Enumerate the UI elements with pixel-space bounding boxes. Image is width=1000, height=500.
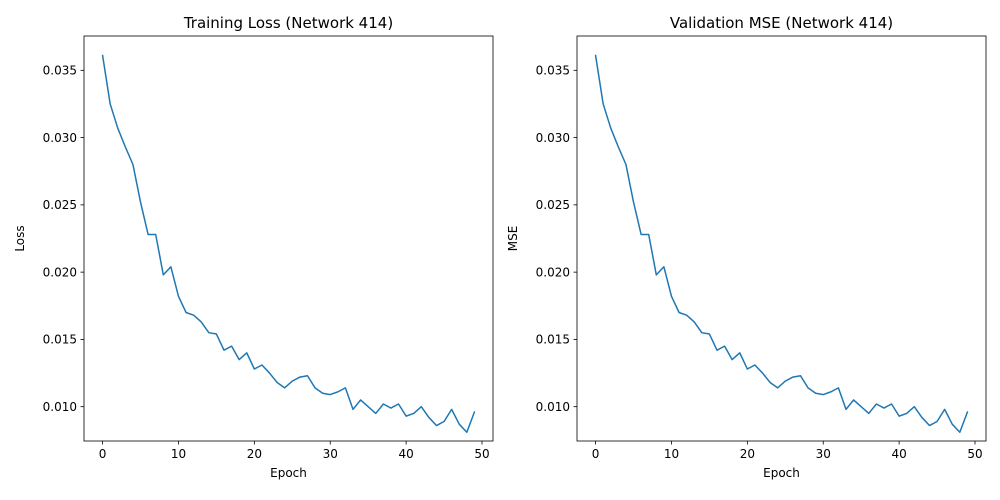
y-tick-label: 0.025 bbox=[536, 198, 570, 212]
x-tick-label: 30 bbox=[816, 447, 831, 461]
x-axis-label: Epoch bbox=[270, 466, 307, 480]
x-tick-label: 20 bbox=[247, 447, 262, 461]
validation-mse-panel: 0 10 20 30 40 50 0.010 0.015 0.020 0.025 0.030 0.03… bbox=[506, 14, 987, 480]
axes-frame bbox=[576, 35, 987, 442]
x-tick-label: 20 bbox=[740, 447, 755, 461]
axes-frame bbox=[83, 35, 494, 442]
x-axis-label: Epoch bbox=[763, 466, 800, 480]
y-axis-label: MSE bbox=[506, 226, 520, 252]
series-line bbox=[594, 54, 969, 433]
chart-title: Validation MSE (Network 414) bbox=[670, 14, 893, 32]
training-loss-panel: 0 10 20 30 40 50 0.010 0.015 0.020 0.025 0.030 0.03… bbox=[13, 14, 494, 480]
chart-title: Training Loss (Network 414) bbox=[183, 14, 393, 32]
series-line bbox=[101, 54, 476, 433]
x-tick-label: 10 bbox=[664, 447, 679, 461]
x-tick-label: 40 bbox=[891, 447, 906, 461]
x-tick-label: 0 bbox=[99, 447, 107, 461]
x-tick-label: 50 bbox=[474, 447, 489, 461]
y-tick-label: 0.020 bbox=[536, 265, 570, 279]
y-tick-label: 0.010 bbox=[43, 400, 77, 414]
y-tick-label: 0.030 bbox=[43, 131, 77, 145]
y-tick-label: 0.015 bbox=[536, 333, 570, 347]
x-tick-label: 10 bbox=[171, 447, 186, 461]
y-tick-label: 0.020 bbox=[43, 265, 77, 279]
y-tick-label: 0.035 bbox=[43, 64, 77, 78]
y-axis-label: Loss bbox=[13, 225, 27, 251]
y-tick-label: 0.025 bbox=[43, 198, 77, 212]
y-tick-label: 0.010 bbox=[536, 400, 570, 414]
x-tick-label: 40 bbox=[398, 447, 413, 461]
x-tick-label: 30 bbox=[323, 447, 338, 461]
y-tick-label: 0.015 bbox=[43, 333, 77, 347]
x-tick-label: 0 bbox=[592, 447, 600, 461]
y-tick-label: 0.035 bbox=[536, 64, 570, 78]
y-tick-label: 0.030 bbox=[536, 131, 570, 145]
x-tick-label: 50 bbox=[967, 447, 982, 461]
